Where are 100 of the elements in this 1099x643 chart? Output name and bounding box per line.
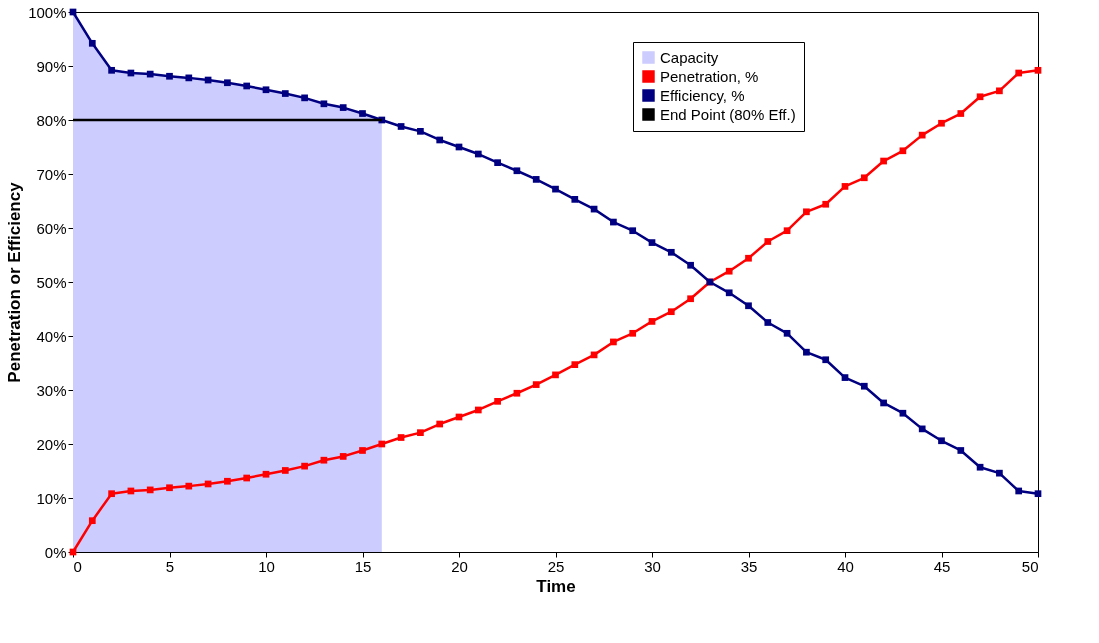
- legend-label: Capacity: [660, 48, 719, 66]
- point: [899, 409, 907, 417]
- point: [359, 447, 366, 454]
- point: [687, 295, 694, 303]
- point: [474, 150, 482, 158]
- y-tick-label: 0%: [44, 543, 67, 561]
- point: [243, 82, 251, 90]
- point: [417, 127, 424, 135]
- x-tick-label: 35: [740, 557, 758, 575]
- point: [841, 183, 849, 190]
- point: [629, 329, 637, 337]
- point: [610, 218, 617, 226]
- point: [397, 123, 405, 130]
- point: [571, 196, 579, 203]
- x-tick-label: 0: [73, 557, 82, 575]
- point: [166, 484, 173, 492]
- point: [552, 185, 559, 193]
- point: [474, 406, 482, 414]
- point: [436, 420, 444, 428]
- point: [745, 302, 752, 310]
- y-axis-title: Penetration or Efficiency: [5, 181, 25, 383]
- point: [725, 289, 733, 297]
- point: [513, 167, 521, 175]
- y-tick-label: 40%: [36, 327, 67, 345]
- point: [764, 238, 772, 245]
- point: [552, 371, 559, 379]
- point: [185, 482, 193, 490]
- y-tick-label: 20%: [36, 435, 67, 453]
- y-tick-label: 100%: [28, 3, 67, 21]
- point: [880, 399, 887, 407]
- point: [957, 447, 965, 454]
- legend-label: Efficiency, %: [660, 86, 745, 104]
- point: [610, 338, 617, 346]
- point: [320, 100, 328, 108]
- point: [667, 248, 675, 256]
- x-tick-label: 20: [451, 557, 468, 575]
- x-tick-label: 25: [547, 557, 565, 575]
- point: [918, 131, 926, 139]
- point: [880, 157, 887, 165]
- point: [938, 119, 945, 127]
- point: [301, 462, 308, 470]
- point: [822, 356, 830, 364]
- point: [436, 136, 444, 144]
- point: [417, 429, 424, 437]
- point: [339, 453, 347, 460]
- point: [996, 87, 1003, 95]
- point: [320, 456, 328, 464]
- point: [629, 227, 637, 235]
- point: [339, 104, 347, 111]
- point: [803, 208, 810, 216]
- point: [1034, 66, 1042, 74]
- point: [281, 90, 289, 97]
- point: [1034, 490, 1042, 498]
- point: [976, 463, 984, 471]
- point: [725, 267, 733, 275]
- point: [860, 382, 868, 390]
- point: [687, 261, 694, 269]
- point: [822, 200, 830, 208]
- point: [648, 318, 656, 325]
- legend-label: End Point (80% Eff.): [660, 105, 796, 123]
- y-tick-label: 50%: [36, 273, 67, 291]
- x-tick-label: 15: [354, 557, 372, 575]
- y-tick-label: 30%: [36, 381, 67, 399]
- y-tick-label: 90%: [36, 57, 67, 75]
- legend-label: Penetration, %: [660, 67, 759, 85]
- point: [648, 239, 656, 246]
- point: [262, 86, 270, 94]
- point: [146, 70, 154, 78]
- x-tick-label: 5: [165, 557, 175, 575]
- y-tick-label: 60%: [36, 219, 67, 237]
- point: [166, 72, 173, 80]
- x-tick-label: 50: [1021, 557, 1039, 575]
- point: [783, 227, 791, 235]
- x-axis-title: Time: [536, 576, 576, 596]
- point: [532, 381, 540, 388]
- point: [224, 477, 231, 485]
- x-tick-label: 10: [258, 557, 275, 575]
- point: [667, 308, 675, 316]
- x-tick-label: 45: [933, 557, 951, 575]
- point: [783, 329, 791, 337]
- point: [108, 490, 115, 498]
- point: [918, 425, 926, 433]
- y-tick-label: 80%: [36, 111, 67, 129]
- point: [88, 39, 96, 47]
- point: [88, 517, 96, 525]
- point: [938, 437, 945, 445]
- point: [146, 486, 154, 494]
- point: [841, 374, 849, 381]
- point: [378, 440, 386, 448]
- point: [996, 469, 1003, 477]
- point: [1015, 487, 1023, 495]
- point: [764, 319, 772, 326]
- point: [957, 110, 965, 117]
- point: [359, 110, 366, 117]
- y-tick-label: 70%: [36, 165, 67, 183]
- point: [243, 474, 251, 482]
- point: [262, 470, 270, 478]
- point: [745, 254, 752, 262]
- point: [803, 348, 810, 356]
- point: [494, 159, 501, 167]
